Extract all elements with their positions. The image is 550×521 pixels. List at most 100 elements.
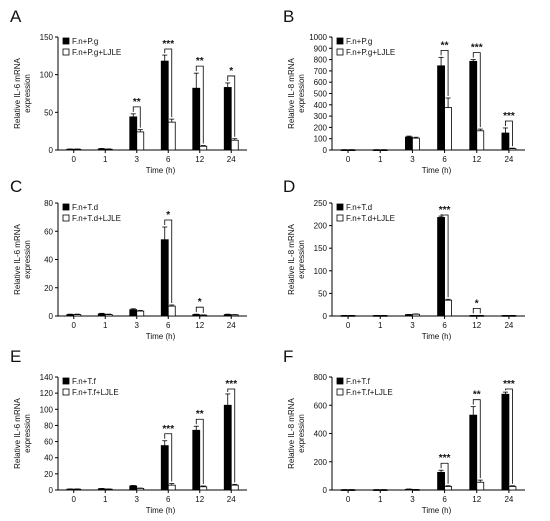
y-axis-label-line: expression (23, 240, 32, 279)
significance-label: *** (439, 453, 451, 464)
bar-treated-3h (129, 309, 138, 317)
x-tick-label: 1 (378, 495, 383, 504)
x-tick-label: 0 (72, 321, 77, 330)
y-tick-label: 100 (40, 405, 54, 414)
bar-ljle-12h (199, 486, 208, 491)
panel-b: B 0 100 200 300 400 500 600 700 800 900 1000 Relativ… (283, 7, 525, 175)
x-axis-label: Time (h) (422, 166, 452, 175)
bar-treated-12h (192, 429, 201, 491)
bar-treated-24h (223, 314, 232, 317)
y-tick-label: 0 (49, 312, 54, 321)
x-tick-label: 3 (410, 321, 415, 330)
x-tick-label: 3 (410, 155, 415, 164)
y-tick-label: 150 (314, 244, 328, 253)
x-tick-label: 0 (346, 495, 351, 504)
x-tick-label: 3 (135, 321, 140, 330)
x-tick-label: 1 (378, 155, 383, 164)
legend-swatch (62, 48, 70, 56)
significance-bracket (472, 308, 481, 314)
bar-treated-6h (437, 217, 445, 317)
y-axis-label-line: Relative IL-6 mRNA (13, 223, 22, 294)
x-axis-label: Time (h) (146, 506, 176, 515)
bar-ljle-6h (167, 484, 176, 491)
y-tick-label: 80 (44, 199, 53, 208)
y-axis-label: Relative IL-8 mRNAexpression (287, 223, 306, 294)
legend-swatch (336, 214, 344, 222)
y-tick-label: 120 (40, 389, 54, 398)
x-tick-label: 12 (472, 321, 481, 330)
y-axis-label-line: Relative IL-6 mRNA (13, 57, 22, 128)
y-tick-label: 200 (314, 458, 328, 467)
x-tick-label: 12 (195, 155, 204, 164)
y-axis-label-line: expression (23, 74, 32, 113)
significance-label: * (198, 297, 202, 308)
bar-ljle-1h (104, 314, 113, 317)
y-tick-label: 600 (314, 401, 328, 410)
legend-label: F.n+P.g+LJLE (346, 48, 395, 57)
y-tick-label: 500 (314, 90, 328, 99)
x-tick-label: 24 (227, 321, 236, 330)
x-tick-label: 1 (103, 495, 108, 504)
x-tick-label: 24 (227, 155, 236, 164)
bar-treated-0h (66, 314, 75, 317)
x-tick-label: 0 (72, 495, 77, 504)
legend-swatch (336, 48, 344, 56)
bar-treated-6h (160, 239, 169, 317)
x-tick-label: 3 (135, 495, 140, 504)
bar-treated-6h (160, 60, 169, 151)
x-tick-label: 6 (442, 321, 447, 330)
y-tick-label: 100 (314, 135, 328, 144)
y-tick-label: 0 (49, 486, 54, 495)
bar-ljle-6h (167, 305, 176, 317)
x-tick-label: 0 (346, 321, 351, 330)
x-tick-label: 6 (442, 495, 447, 504)
x-tick-label: 12 (195, 495, 204, 504)
y-tick-label: 40 (44, 454, 53, 463)
x-tick-label: 3 (135, 155, 140, 164)
y-axis-label-line: Relative IL-8 mRNA (287, 57, 296, 128)
bar-treated-3h (129, 116, 138, 151)
x-tick-label: 6 (166, 155, 171, 164)
panel-letter: A (10, 7, 22, 26)
bar-treated-1h (97, 313, 106, 317)
significance-bracket (505, 388, 513, 484)
x-tick-label: 24 (504, 495, 513, 504)
y-axis-label: Relative IL-6 mRNAexpression (13, 397, 32, 468)
significance-label: ** (133, 97, 141, 108)
legend-label: F.n+P.g+LJLE (72, 48, 121, 57)
y-tick-label: 700 (314, 67, 328, 76)
bar-ljle-0h (73, 314, 82, 317)
legend-label: F.n+T.f (346, 377, 371, 386)
y-axis-label: Relative IL-8 mRNAexpression (287, 57, 306, 128)
bar-treated-3h (405, 136, 413, 151)
y-tick-label: 400 (314, 430, 328, 439)
x-tick-label: 6 (442, 155, 447, 164)
bar-treated-12h (469, 60, 478, 151)
y-tick-label: 900 (314, 44, 328, 53)
x-tick-label: 0 (346, 155, 351, 164)
bar-treated-6h (437, 471, 445, 491)
significance-label: * (166, 210, 170, 221)
significance-label: *** (162, 39, 174, 50)
y-tick-label: 150 (40, 33, 54, 42)
x-tick-label: 24 (504, 321, 513, 330)
panel-letter: B (283, 7, 294, 26)
bar-ljle-1h (104, 148, 113, 151)
panel-a: A 0 50 100 150 Relative IL-6 mRNAexpression Ti… (10, 7, 247, 175)
bar-ljle-12h (476, 481, 485, 491)
y-tick-label: 60 (44, 438, 53, 447)
bar-ljle-6h (167, 121, 176, 151)
significance-bracket (132, 106, 141, 128)
panel-letter: F (283, 347, 293, 366)
significance-label: ** (473, 390, 481, 401)
significance-bracket (440, 462, 449, 484)
significance-bracket (164, 219, 173, 303)
x-tick-label: 24 (227, 495, 236, 504)
x-tick-label: 0 (72, 155, 77, 164)
x-tick-label: 1 (103, 321, 108, 330)
legend-swatch (62, 377, 70, 385)
legend-label: F.n+P.g (346, 37, 372, 46)
y-tick-label: 0 (323, 486, 328, 495)
legend-label: F.n+T.d+LJLE (72, 214, 121, 223)
bar-ljle-3h (412, 137, 420, 151)
